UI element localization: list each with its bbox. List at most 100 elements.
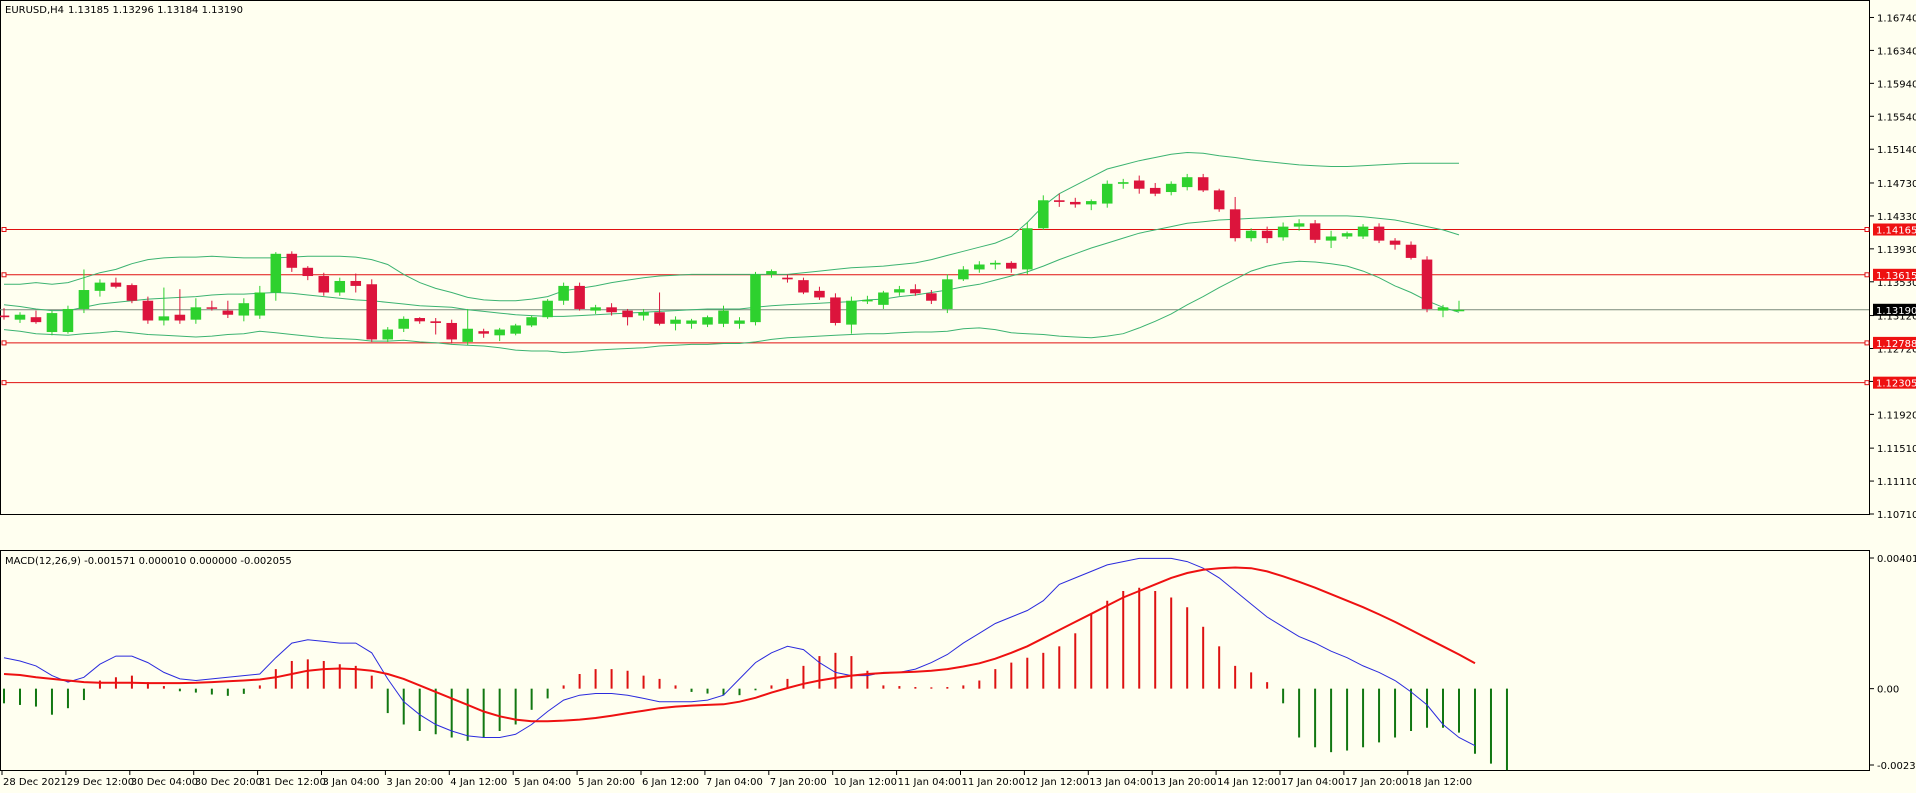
candle xyxy=(558,282,569,305)
bollinger-middle-band xyxy=(3,215,1460,317)
candle-body xyxy=(46,313,58,333)
candle-body xyxy=(1357,226,1369,237)
price-panel[interactable] xyxy=(0,0,1870,515)
price-axis-label: 1.12720 xyxy=(1877,344,1916,355)
candle-body xyxy=(1437,307,1449,311)
candle xyxy=(30,310,42,324)
candle-body xyxy=(606,307,617,313)
time-axis-label: 3 Jan 04:00 xyxy=(323,777,380,788)
candle xyxy=(606,303,617,316)
level-line-handle[interactable] xyxy=(1,272,7,278)
price-tag-label: 1.14165 xyxy=(1876,226,1916,237)
candle-body xyxy=(1405,244,1417,258)
candle xyxy=(1261,226,1273,244)
candle xyxy=(590,304,601,314)
candle xyxy=(574,282,585,311)
candle xyxy=(654,292,665,326)
macd-line xyxy=(3,557,1476,747)
candle-body xyxy=(958,269,969,280)
candle xyxy=(238,298,250,322)
price-axis-label: 1.11510 xyxy=(1877,444,1916,455)
candle-body xyxy=(430,321,441,323)
candle-body xyxy=(574,285,585,309)
candle xyxy=(1357,224,1369,239)
candle-body xyxy=(190,307,202,320)
level-line-handle[interactable] xyxy=(1864,227,1870,233)
candle xyxy=(878,290,889,309)
candle-body xyxy=(478,331,489,334)
price-tag-label: 1.13615 xyxy=(1876,271,1916,282)
level-line-handle[interactable] xyxy=(1864,380,1870,386)
candle-body xyxy=(142,300,154,321)
time-axis-label: 17 Jan 04:00 xyxy=(1281,777,1344,788)
candle-body xyxy=(1309,223,1321,240)
candle-body xyxy=(1245,230,1257,239)
macd-axis: 0.004012 0.00 -0.002344 xyxy=(1869,554,1916,772)
price-tag xyxy=(1873,376,1916,389)
candle xyxy=(174,289,186,324)
candle-body xyxy=(830,297,841,323)
candle xyxy=(270,252,282,301)
candle-body xyxy=(638,312,649,316)
candle-body xyxy=(1453,309,1465,312)
level-line-handle[interactable] xyxy=(1864,340,1870,346)
candle-body xyxy=(206,307,218,309)
candle xyxy=(974,261,985,273)
time-axis-label: 14 Jan 12:00 xyxy=(1217,777,1280,788)
time-axis-label: 12 Jan 12:00 xyxy=(1025,777,1088,788)
candle xyxy=(158,287,170,326)
price-axis-label: 1.13120 xyxy=(1877,312,1916,323)
candle xyxy=(1038,195,1049,230)
candle xyxy=(622,308,633,326)
candle-body xyxy=(1069,201,1081,205)
candle-body xyxy=(1006,262,1017,269)
candle-body xyxy=(1149,187,1161,194)
candle xyxy=(414,317,425,324)
candle xyxy=(830,293,841,326)
level-line-handle[interactable] xyxy=(1,340,7,346)
candle xyxy=(430,318,441,335)
candle xyxy=(1197,173,1209,193)
candle xyxy=(1421,256,1433,313)
candle-body xyxy=(174,314,186,321)
candle xyxy=(1245,228,1257,242)
time-axis-label: 30 Dec 20:00 xyxy=(195,777,262,788)
candle xyxy=(1293,219,1305,231)
candle xyxy=(1325,230,1337,249)
candle-body xyxy=(1261,230,1273,239)
level-line-handle[interactable] xyxy=(1,227,7,233)
macd-panel[interactable] xyxy=(0,550,1870,771)
candle-body xyxy=(1022,228,1033,270)
candle xyxy=(1006,261,1017,273)
candle-body xyxy=(1101,183,1113,204)
level-line-handle[interactable] xyxy=(1864,272,1870,278)
candle xyxy=(1213,188,1225,212)
candle-body xyxy=(590,307,601,311)
candle xyxy=(190,298,202,324)
candle-body xyxy=(878,292,889,305)
price-axis-label: 1.13930 xyxy=(1877,245,1916,256)
candle xyxy=(942,274,953,314)
candle-body xyxy=(270,253,282,293)
candle-body xyxy=(398,318,410,329)
ohlc-readout: 1.13185 1.13296 1.13184 1.13190 xyxy=(68,5,243,16)
price-axis-label: 1.13530 xyxy=(1877,278,1916,289)
candle xyxy=(334,277,346,296)
candle xyxy=(1181,173,1193,191)
candle-body xyxy=(382,329,394,340)
level-line-handle[interactable] xyxy=(1,380,7,386)
candle xyxy=(1149,182,1161,197)
price-axis-label: 1.15940 xyxy=(1877,79,1916,90)
candle-body xyxy=(974,264,985,270)
candle xyxy=(14,312,26,323)
bollinger-upper-band xyxy=(4,151,1459,302)
time-axis-label: 5 Jan 20:00 xyxy=(578,777,635,788)
candle xyxy=(862,295,873,305)
candle xyxy=(254,285,266,319)
time-axis-label: 17 Jan 20:00 xyxy=(1345,777,1408,788)
time-axis-label: 11 Jan 04:00 xyxy=(898,777,961,788)
candle xyxy=(670,316,681,331)
candle-body xyxy=(990,262,1001,265)
